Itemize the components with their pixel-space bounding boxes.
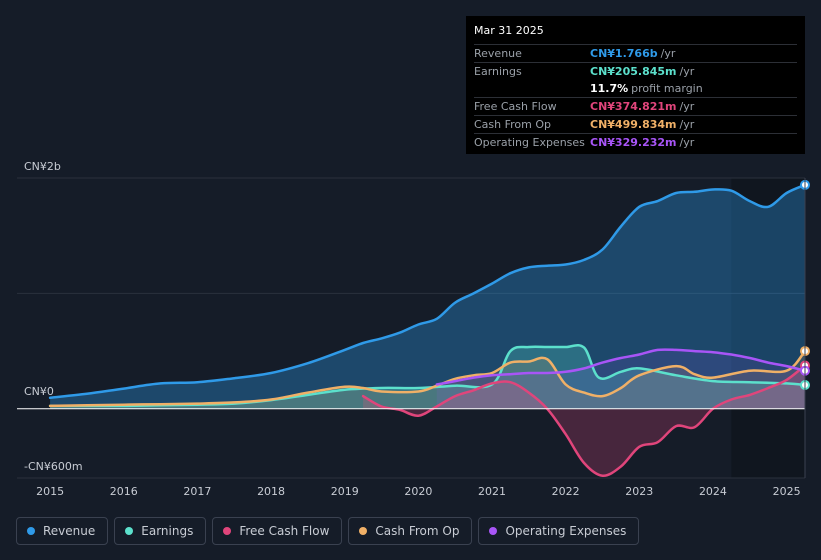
tooltip-row: Cash From Op CN¥499.834m/yr	[474, 115, 797, 133]
tooltip-row-label: Cash From Op	[474, 118, 552, 131]
tooltip-row-label: Operating Expenses	[474, 136, 585, 149]
tooltip-row: Free Cash Flow CN¥374.821m/yr	[474, 97, 797, 115]
y-label-bottom: -CN¥600m	[24, 460, 83, 473]
x-tick-label: 2020	[404, 485, 433, 498]
chart-legend: Revenue Earnings Free Cash Flow Cash From O…	[16, 517, 640, 547]
free-cash-flow-area	[363, 365, 805, 476]
data-tooltip: Mar 31 2025 Revenue CN¥1.766b/yr Earnings C…	[466, 16, 805, 154]
forecast-region	[731, 178, 805, 478]
legend-dot-icon	[359, 527, 368, 535]
earnings-area	[50, 345, 806, 409]
x-tick-label: 2021	[478, 485, 506, 498]
legend-item-earnings[interactable]: Earnings	[114, 517, 207, 545]
cash-from-op-line	[48, 349, 807, 408]
tooltip-row-label: Revenue	[474, 47, 522, 60]
legend-dot-icon	[125, 527, 134, 535]
tooltip-row-unit: /yr	[679, 100, 695, 113]
tooltip-row-value: CN¥329.232m	[590, 136, 677, 149]
tooltip-row-unit: /yr	[679, 65, 695, 78]
free-cash-flow-line	[361, 364, 807, 477]
legend-label: Free Cash Flow	[239, 524, 330, 538]
tooltip-row: 11.7% profit margin	[474, 80, 797, 97]
tooltip-row-value: CN¥1.766b	[590, 47, 658, 60]
tooltip-row-value: CN¥499.834m	[590, 118, 677, 131]
y-label-top: CN¥2b	[24, 160, 61, 173]
operating-expenses-line	[435, 348, 807, 386]
legend-dot-icon	[489, 527, 498, 535]
legend-label: Earnings	[141, 524, 194, 538]
legend-item-operating-expenses[interactable]: Operating Expenses	[478, 517, 640, 545]
y-label-zero: CN¥0	[24, 385, 54, 398]
revenue-area	[50, 184, 806, 409]
tooltip-row-value: 11.7%	[590, 82, 629, 95]
revenue-line	[48, 183, 807, 400]
tooltip-row-label: Earnings	[474, 65, 522, 78]
legend-dot-icon	[223, 527, 232, 535]
tooltip-date: Mar 31 2025	[474, 24, 544, 37]
tooltip-row-value: CN¥205.845m	[590, 65, 677, 78]
tooltip-row-unit: /yr	[679, 118, 695, 131]
x-tick-label: 2017	[183, 485, 212, 498]
x-tick-label: 2024	[698, 485, 727, 498]
tooltip-row: Operating Expenses CN¥329.232m/yr	[474, 133, 797, 151]
legend-item-revenue[interactable]: Revenue	[16, 517, 109, 545]
tooltip-row: Earnings CN¥205.845m/yr	[474, 62, 797, 80]
tooltip-row-unit: profit margin	[631, 82, 703, 95]
legend-item-cash-from-op[interactable]: Cash From Op	[348, 517, 473, 545]
legend-label: Revenue	[43, 524, 96, 538]
legend-label: Operating Expenses	[505, 524, 627, 538]
x-tick-label: 2015	[36, 485, 65, 498]
x-tick-label: 2019	[330, 485, 359, 498]
tooltip-row-unit: /yr	[679, 136, 695, 149]
x-tick-label: 2025	[772, 485, 801, 498]
tooltip-row-unit: /yr	[660, 47, 676, 60]
tooltip-row-label: Free Cash Flow	[474, 100, 557, 113]
tooltip-row: Revenue CN¥1.766b/yr	[474, 44, 797, 62]
x-tick-label: 2016	[109, 485, 138, 498]
cash-from-op-area	[50, 351, 806, 409]
x-tick-label: 2018	[257, 485, 286, 498]
x-tick-label: 2022	[551, 485, 580, 498]
legend-dot-icon	[27, 527, 35, 535]
tooltip-row-value: CN¥374.821m	[590, 100, 677, 113]
x-tick-label: 2023	[625, 485, 654, 498]
legend-item-free-cash-flow[interactable]: Free Cash Flow	[212, 517, 343, 545]
legend-label: Cash From Op	[375, 524, 460, 538]
